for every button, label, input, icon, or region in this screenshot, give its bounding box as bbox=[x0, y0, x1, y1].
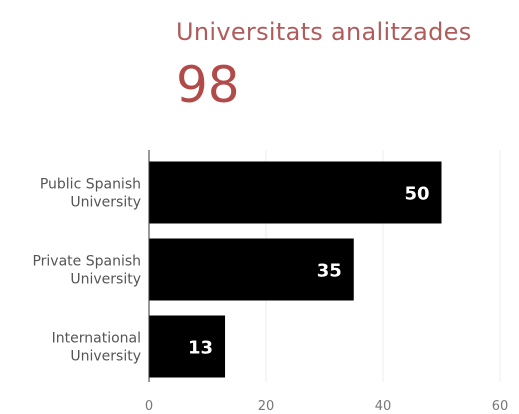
bar-value-label: 35 bbox=[317, 261, 342, 282]
bar bbox=[149, 315, 226, 378]
x-tick-label: 60 bbox=[492, 399, 509, 414]
category-label: Private Spanish University bbox=[32, 254, 141, 288]
bars: 50 35 13 bbox=[149, 161, 442, 378]
bar bbox=[149, 161, 442, 224]
x-tick-label: 0 bbox=[145, 399, 153, 414]
category-labels: Public Spanish University Private Spanish U… bbox=[32, 177, 141, 365]
category-label: Public Spanish University bbox=[40, 177, 141, 211]
x-tick-label: 20 bbox=[258, 399, 275, 414]
bar-value-label: 13 bbox=[188, 338, 213, 359]
bar bbox=[149, 238, 354, 301]
tick-labels: 0 20 40 60 bbox=[145, 399, 508, 414]
bar-value-label: 50 bbox=[404, 184, 429, 205]
category-label: International University bbox=[52, 331, 141, 365]
kpi-label: Universitats analitzades bbox=[176, 18, 472, 46]
kpi-value: 98 bbox=[176, 56, 240, 114]
x-tick-label: 40 bbox=[375, 399, 392, 414]
